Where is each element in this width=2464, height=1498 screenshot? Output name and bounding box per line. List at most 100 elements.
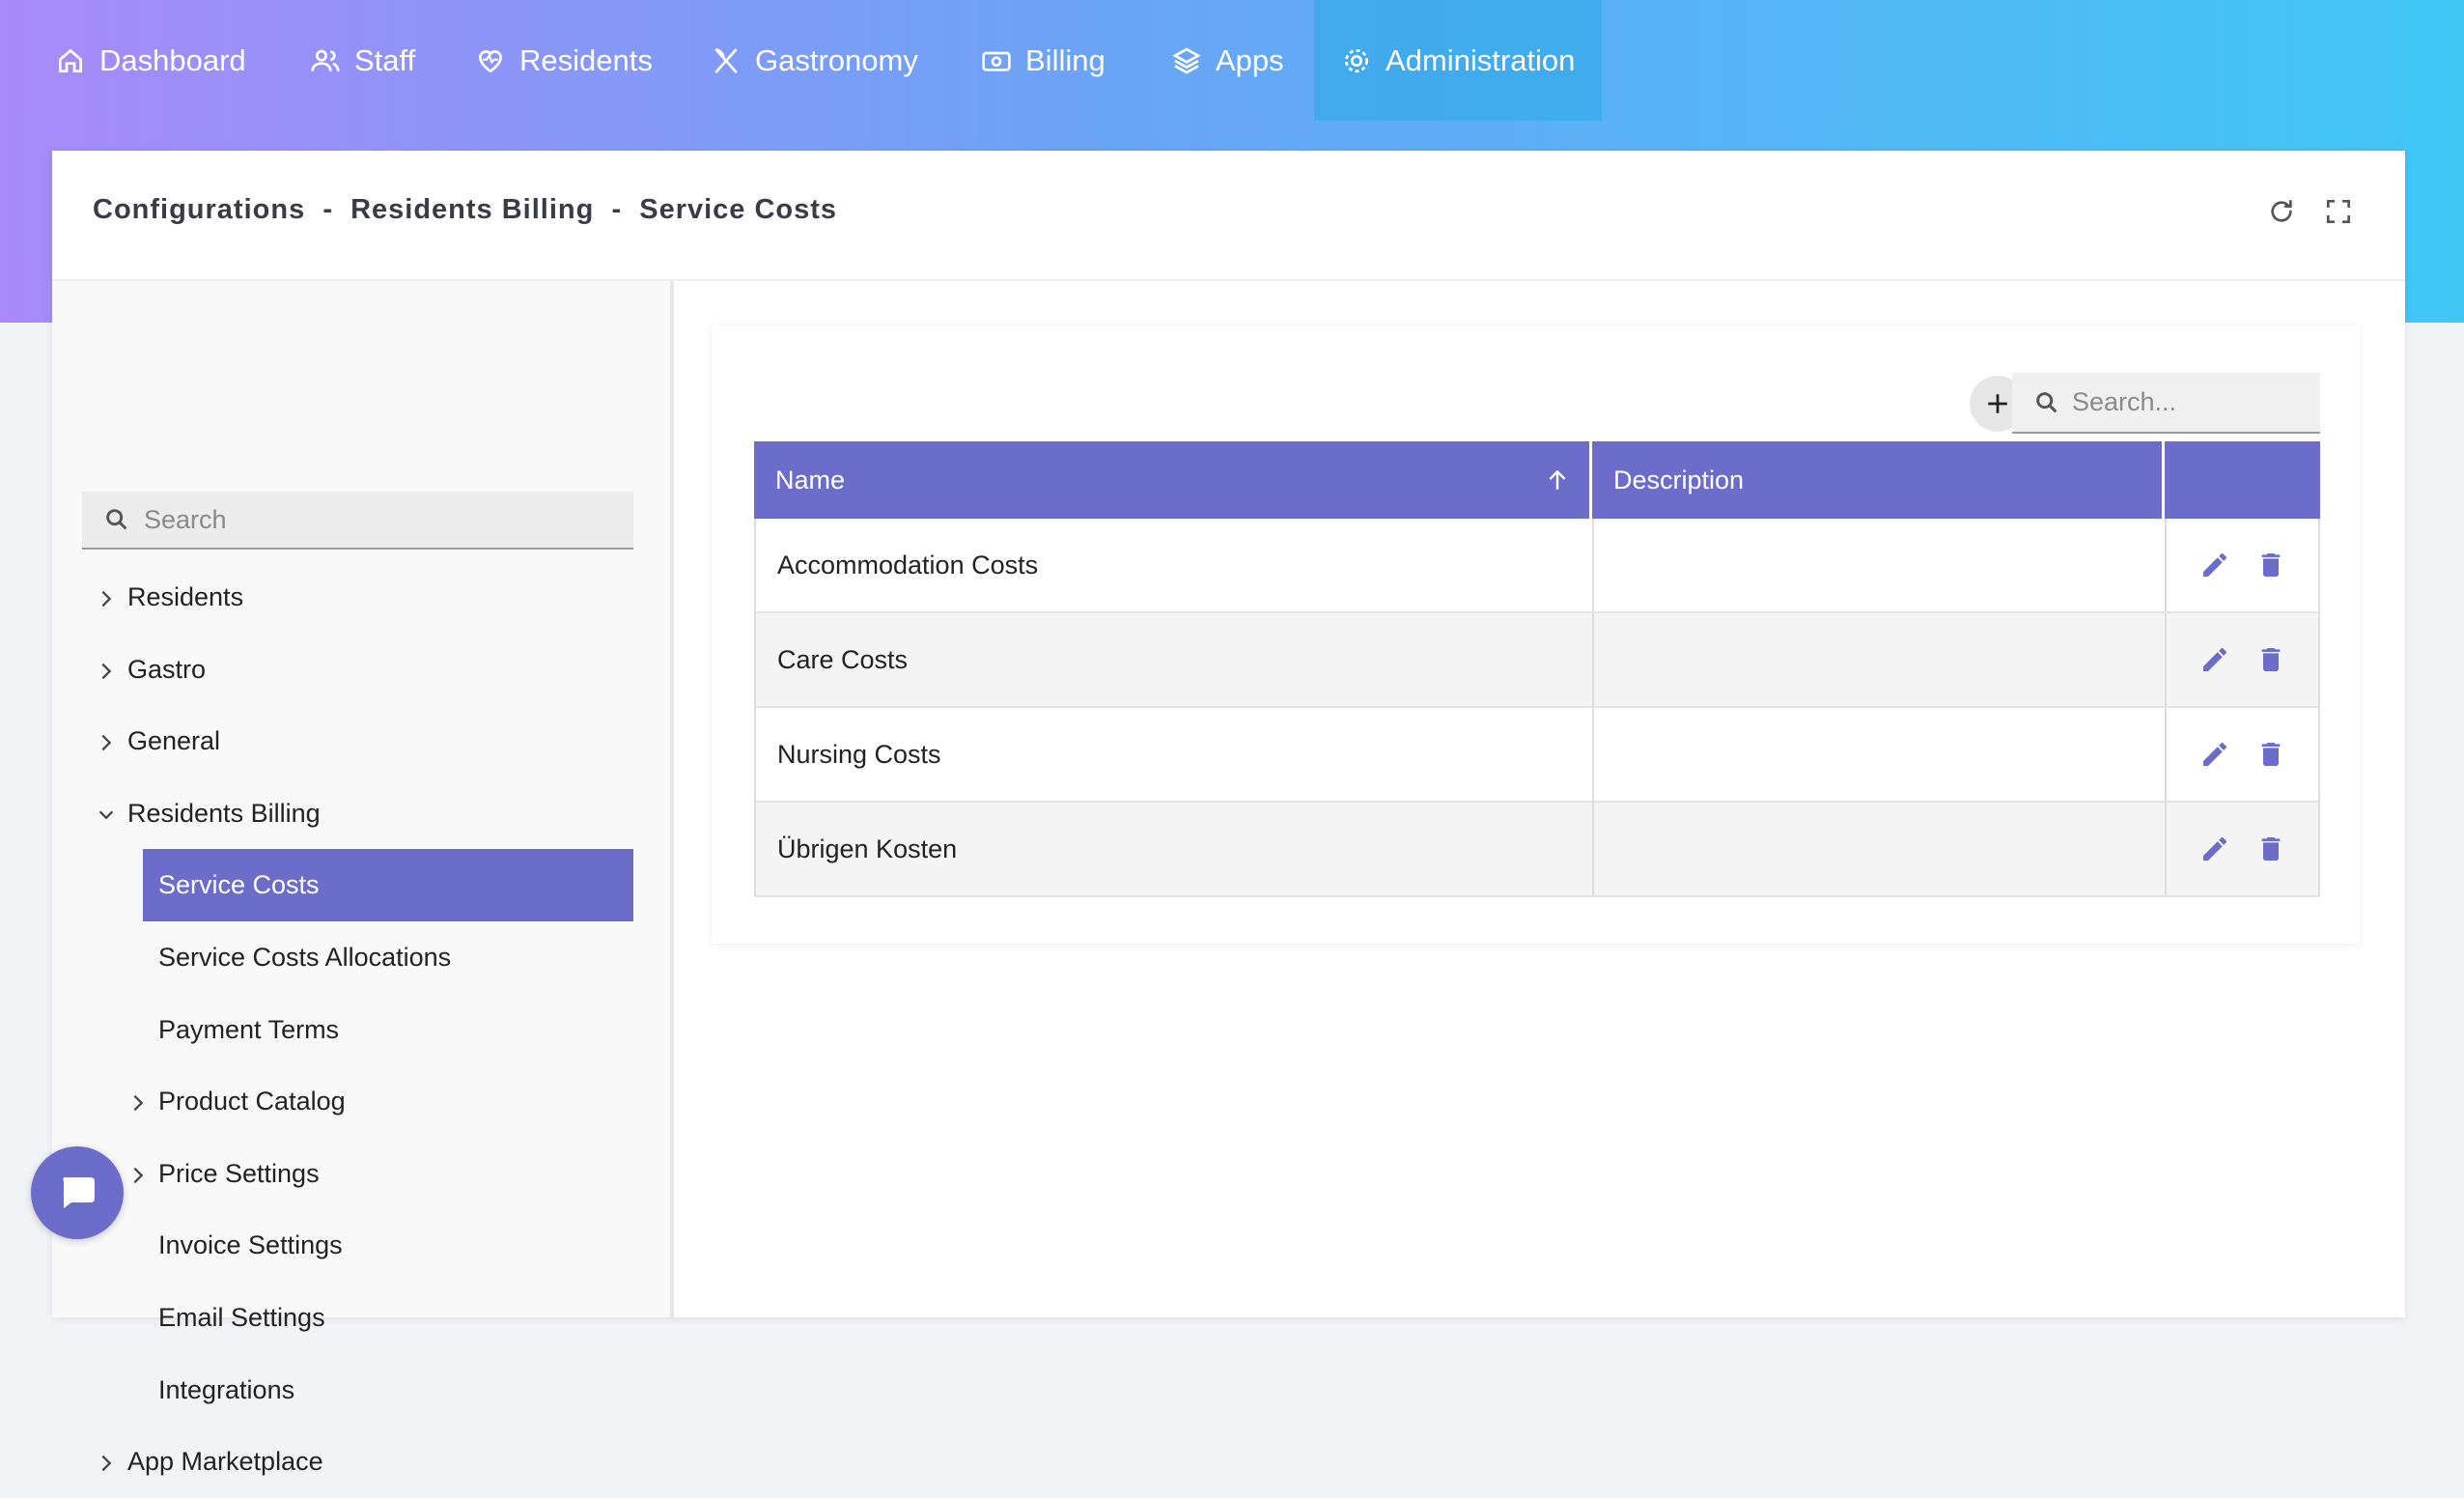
chevron-wrap <box>127 1090 149 1120</box>
tree-label: Price Settings <box>158 1158 320 1188</box>
tree-label: Invoice Settings <box>158 1230 343 1260</box>
tree-label: Email Settings <box>158 1303 325 1332</box>
nav-icon <box>1345 48 1368 72</box>
nav-label: Staff <box>354 42 416 77</box>
nav-item[interactable]: Staff <box>310 0 415 121</box>
nav-label: Billing <box>1025 42 1106 77</box>
sidebar-search[interactable]: Search <box>82 492 633 550</box>
tree-item[interactable]: Payment Terms <box>158 994 339 1066</box>
nav-item[interactable]: Gastronomy <box>711 0 918 121</box>
tree-item[interactable]: Invoice Settings <box>158 1209 343 1282</box>
tree-label: Service Costs Allocations <box>158 943 452 972</box>
column-title: Description <box>1613 465 1745 495</box>
sidebar: Search Residents Gastro General Residents B… <box>52 281 674 1476</box>
nav-icon <box>714 47 738 73</box>
plus-icon <box>1988 394 2007 413</box>
tree-label: Gastro <box>127 654 207 684</box>
search-icon <box>2036 391 2058 412</box>
table-cell <box>2165 613 2320 708</box>
tree-item[interactable]: Product Catalog <box>133 1065 346 1138</box>
chevron <box>101 735 112 751</box>
nav-item[interactable]: Residents <box>475 0 653 121</box>
edit-button[interactable] <box>2199 644 2230 675</box>
chevron <box>101 590 112 608</box>
search-icon <box>106 509 127 530</box>
tree-item[interactable]: Residents <box>101 561 244 634</box>
edit-button[interactable] <box>2199 834 2230 864</box>
table-search[interactable]: Search... <box>2012 373 2320 434</box>
table-cell <box>1592 519 2165 613</box>
tree-item[interactable]: Residents Billing <box>98 777 321 850</box>
tree-item[interactable]: General <box>101 705 221 777</box>
sort-icon[interactable] <box>1545 466 1570 500</box>
nav-icon <box>478 49 503 72</box>
refresh-button[interactable] <box>2266 196 2297 227</box>
config-card: Configurations - Residents Billing - Ser… <box>52 151 2405 1476</box>
tree-item[interactable]: Gastro <box>101 634 207 706</box>
tree-item[interactable]: Email Settings <box>158 1282 325 1354</box>
chevron-wrap <box>96 803 117 833</box>
column-header[interactable]: Name <box>754 441 1592 519</box>
edit-button[interactable] <box>2199 739 2230 770</box>
table-cell: Übrigen Kosten <box>754 803 1592 897</box>
table-cell <box>1592 708 2165 803</box>
nav-label: Gastronomy <box>755 42 918 77</box>
search-placeholder: Search <box>144 504 227 534</box>
delete-button[interactable] <box>2255 550 2286 580</box>
nav-label: Apps <box>1216 42 1284 77</box>
nav-item[interactable]: Dashboard <box>55 0 246 121</box>
nav-icon <box>59 48 82 72</box>
table-cell <box>1592 613 2165 708</box>
column-title: Name <box>775 465 846 495</box>
chat-icon <box>63 1177 95 1208</box>
table-cell: Accommodation Costs <box>754 519 1592 613</box>
navbar: Dashboard Staff Residents Gastronomy Billing… <box>0 0 2464 121</box>
delete-button[interactable] <box>2255 834 2286 864</box>
delete-button[interactable] <box>2255 644 2286 675</box>
table-cell <box>2165 803 2320 897</box>
cell-text: Nursing Costs <box>777 739 941 769</box>
chevron-wrap <box>96 659 117 689</box>
table-cell <box>2165 519 2320 613</box>
tree-item[interactable]: Integrations <box>158 1354 294 1427</box>
tree-item[interactable]: Price Settings <box>133 1138 320 1210</box>
cell-text: Accommodation Costs <box>777 550 1039 579</box>
chevron-wrap <box>127 1163 149 1193</box>
tree-label: Product Catalog <box>158 1087 346 1116</box>
tree-label: Service Costs <box>158 870 320 900</box>
chat-button[interactable] <box>31 1146 124 1239</box>
nav-item[interactable]: Billing <box>981 0 1106 121</box>
search-placeholder: Search... <box>2072 387 2177 416</box>
cell-text: Care Costs <box>777 644 909 674</box>
tree-label: Payment Terms <box>158 1014 340 1044</box>
nav-item[interactable]: Apps <box>1171 0 1284 121</box>
table-cell: Care Costs <box>754 613 1592 708</box>
actions-header <box>2165 441 2320 519</box>
nav-item[interactable]: Administration <box>1314 0 1603 121</box>
table-cell: Nursing Costs <box>754 708 1592 803</box>
page-title: Configurations - Residents Billing - Ser… <box>93 194 838 225</box>
nav-icon <box>311 49 340 71</box>
column-header[interactable]: Description <box>1592 441 2165 519</box>
delete-button[interactable] <box>2255 739 2286 770</box>
nav-label: Residents <box>519 42 653 77</box>
tree-item[interactable]: Service Costs Allocations <box>158 921 451 994</box>
tree-label: Residents <box>127 582 244 611</box>
tree-item[interactable]: Service Costs <box>143 849 633 922</box>
chevron <box>101 663 112 679</box>
fullscreen-button[interactable] <box>2323 196 2354 227</box>
table-panel: Search... Name Description Accommodation C… <box>712 325 2361 944</box>
chevron <box>133 1095 144 1112</box>
tree-label: General <box>127 726 221 756</box>
tree-item[interactable]: App Marketplace <box>101 1426 323 1498</box>
nav-label: Dashboard <box>99 42 246 77</box>
arrow-up <box>1549 469 1566 490</box>
chevron <box>101 1456 112 1472</box>
chevron-wrap <box>96 730 117 760</box>
nav-icon <box>982 51 1011 71</box>
cell-text: Übrigen Kosten <box>777 834 958 863</box>
chevron-wrap <box>96 586 117 616</box>
edit-button[interactable] <box>2199 550 2230 580</box>
